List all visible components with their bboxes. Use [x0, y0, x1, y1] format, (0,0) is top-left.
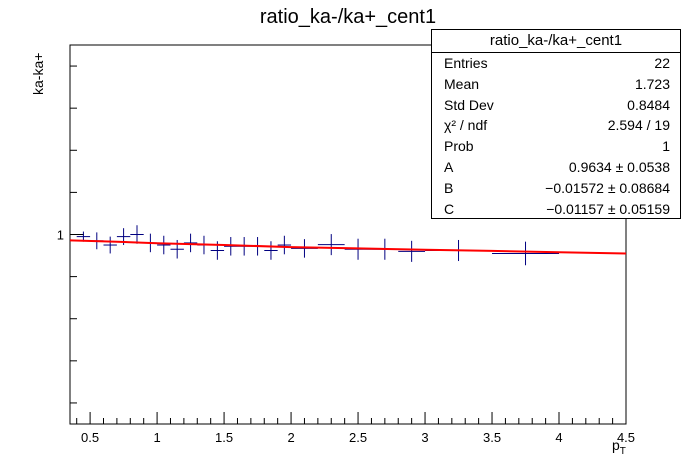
stats-label: B [444, 179, 454, 196]
data-point [398, 240, 426, 262]
data-point [277, 235, 292, 255]
stats-value: 22 [654, 55, 670, 71]
fit-curve [69, 239, 627, 255]
stats-row-c: C −0.01157 ± 0.05159 [432, 199, 680, 220]
stats-row-prob: Prob 1 [432, 136, 680, 157]
y-axis: 1 [57, 65, 84, 404]
stats-value: 2.594 / 19 [607, 117, 670, 134]
stats-label: Mean [444, 75, 480, 92]
stats-label: C [444, 200, 455, 217]
stats-row-a: A 0.9634 ± 0.0538 [432, 157, 680, 178]
x-tick-label: 0.5 [81, 430, 99, 445]
data-point [183, 233, 198, 253]
stats-header: ratio_ka-/ka+_cent1 [432, 30, 680, 53]
x-axis: 0.5 1 1.5 2 2.5 3 3.5 4 4.5 [76, 412, 635, 445]
x-axis-label: pT [612, 437, 626, 457]
stats-value: 0.8484 [627, 96, 670, 113]
stats-value: 0.9634 ± 0.0538 [568, 158, 670, 175]
y-tick-label: 1 [57, 228, 64, 243]
data-points [76, 225, 560, 266]
x-tick-label: 4.5 [617, 430, 635, 445]
stats-value: −0.01572 ± 0.08684 [545, 179, 670, 196]
x-tick-label: 2 [287, 430, 294, 445]
x-tick-label: 4 [555, 430, 562, 445]
x-axis-label-sub: T [619, 445, 626, 457]
stats-row-entries: Entries 22 [432, 53, 680, 74]
x-tick-label: 3 [421, 430, 428, 445]
data-point [103, 236, 117, 254]
stats-row-stddev: Std Dev 0.8484 [432, 95, 680, 116]
stats-label: Entries [444, 55, 488, 71]
stats-box: ratio_ka-/ka+_cent1 Entries 22 Mean 1.723 … [431, 29, 681, 219]
stats-row-mean: Mean 1.723 [432, 74, 680, 95]
stats-value: 1 [662, 138, 670, 155]
chart-title: ratio_ka-/ka+_cent1 [259, 6, 437, 28]
fit-line [69, 239, 627, 255]
stats-row-b: B −0.01572 ± 0.08684 [432, 178, 680, 199]
stats-value: 1.723 [634, 75, 670, 92]
y-axis-label: ka-ka+ [30, 52, 46, 95]
stats-label: A [444, 158, 454, 175]
data-point [317, 234, 345, 256]
data-point [264, 241, 278, 260]
data-point [130, 225, 144, 244]
x-tick-label: 1 [153, 430, 160, 445]
x-tick-label: 1.5 [215, 430, 233, 445]
x-tick-label: 3.5 [483, 430, 501, 445]
stats-row-chi2: χ² / ndf 2.594 / 19 [432, 115, 680, 136]
stats-value: −0.01157 ± 0.05159 [546, 200, 670, 217]
x-axis-label-main: p [612, 437, 620, 453]
stats-label: χ² / ndf [444, 117, 488, 134]
stats-label: Prob [444, 138, 474, 155]
x-tick-label: 2.5 [349, 430, 367, 445]
data-point [492, 241, 560, 266]
data-point [157, 235, 171, 255]
stats-label: Std Dev [444, 96, 494, 113]
